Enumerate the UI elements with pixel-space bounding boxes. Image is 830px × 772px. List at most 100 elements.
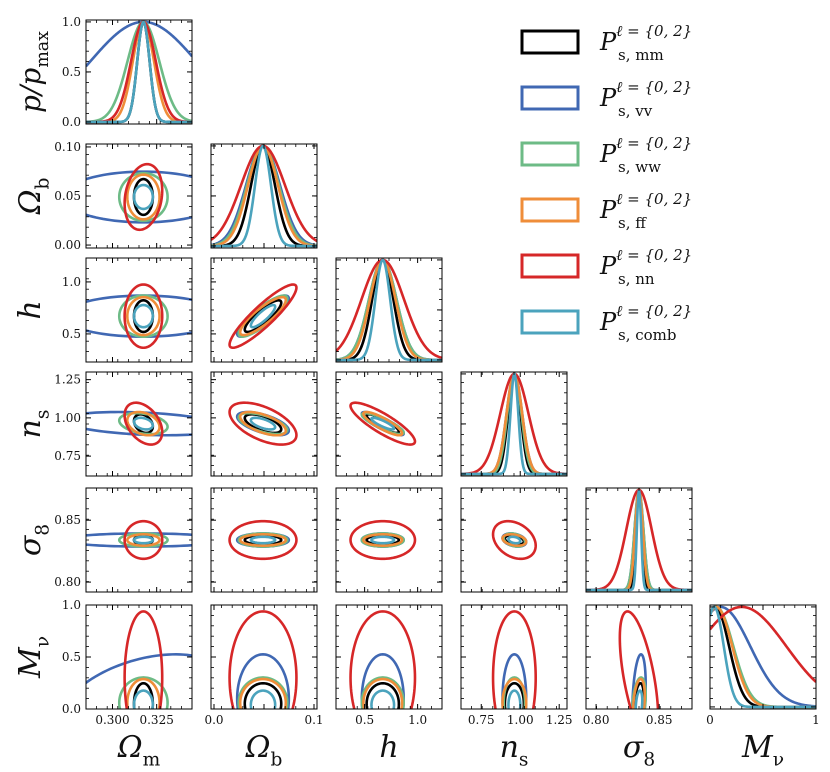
panel-frame	[460, 487, 568, 593]
panel-frame	[460, 604, 568, 710]
panel-ns-Om: 0.75 1.00 1.25	[54, 371, 193, 477]
ticks	[336, 372, 442, 476]
contour-Ps,ff	[238, 410, 288, 437]
y-tick-label: 1.0	[62, 275, 81, 289]
posterior-1d-Ps,ff	[461, 372, 567, 476]
contour-Ps,ww	[237, 676, 289, 709]
panel-content	[349, 519, 417, 561]
x-axis-label-Mnu: Mν	[741, 730, 784, 770]
panel-frame	[85, 143, 193, 249]
contour-Ps,ff	[238, 677, 288, 709]
legend: Pℓ = {0, 2} s, mm Pℓ = {0, 2} s, vv Pℓ = {0,…	[520, 22, 692, 344]
contour-Ps,vv	[86, 532, 192, 548]
legend-label: Pℓ = {0, 2} s, ff	[599, 190, 692, 232]
legend-item-Ps,mm: Pℓ = {0, 2} s, mm	[520, 22, 692, 64]
posterior-1d-Ps,ww	[211, 144, 317, 247]
contour-Ps,comb	[132, 303, 155, 329]
contour-Ps,comb	[634, 689, 644, 709]
contour-Ps,comb	[132, 183, 155, 211]
panel-content	[86, 519, 192, 561]
contour-Ps,nn	[123, 519, 164, 561]
contour-Ps,ff	[501, 533, 528, 547]
panel-Om-Om: 0.0 0.5 1.0	[62, 15, 193, 129]
posterior-1d-Ps,ff	[211, 144, 317, 248]
contour-Ps,ff	[362, 677, 404, 709]
panel-ns-ns	[460, 371, 568, 477]
contour-Ps,nn	[491, 610, 538, 709]
y-tick-label: 0.05	[54, 189, 81, 203]
x-axis-label-s8: σ8	[623, 730, 655, 770]
y-axis-label-s8: σ8	[13, 524, 53, 556]
legend-swatch	[520, 85, 580, 111]
legend-item-Ps,ww: Pℓ = {0, 2} s, ww	[520, 134, 692, 176]
panel-content	[228, 519, 298, 561]
panel-Mnu-h: 0.5 1.0	[335, 604, 443, 727]
x-axis-label-Ob: Ωb	[245, 730, 283, 770]
posterior-1d-Ps,nn	[461, 372, 567, 476]
contour-Ps,comb	[507, 689, 522, 709]
ticks	[211, 144, 317, 248]
posterior-1d-Ps,comb	[211, 144, 317, 248]
contour-Ps,vv	[86, 294, 192, 338]
posterior-1d-Ps,comb	[336, 258, 442, 362]
panel-frame	[335, 487, 443, 593]
posterior-1d-Ps,vv	[710, 605, 816, 708]
posterior-1d-Ps,ww	[461, 372, 567, 476]
x-tick-label: 0.325	[139, 713, 173, 727]
panel-h-Om: 0.5 1.0	[62, 257, 193, 363]
panel-frame	[85, 487, 193, 593]
posterior-1d-Ps,comb	[586, 489, 692, 592]
posterior-1d-Ps,mm	[461, 372, 567, 476]
ticks	[86, 604, 192, 710]
panel-ns-Ob	[210, 371, 318, 477]
corner-panels: 0.00.51.00.000.050.100.51.00.751.001.250…	[13, 15, 820, 770]
legend-swatch	[520, 253, 580, 279]
x-tick-label: 1.0	[408, 713, 427, 727]
y-tick-label: 0.0	[62, 115, 81, 129]
panel-s8-ns	[460, 487, 568, 593]
x-axis-label-ns: ns	[500, 730, 529, 770]
contour-Ps,ff	[125, 173, 161, 221]
contour-Ps,ww	[117, 676, 169, 709]
contour-Ps,nn	[618, 610, 660, 709]
contour-Ps,ww	[117, 294, 169, 338]
x-tick-label: 1.25	[546, 713, 573, 727]
ticks	[86, 488, 192, 592]
y-axis-label-ns: ns	[13, 410, 53, 439]
panel-content	[228, 401, 298, 446]
panel-content	[86, 401, 192, 446]
contour-Ps,mm	[243, 413, 283, 435]
legend-label: Pℓ = {0, 2} s, comb	[599, 302, 692, 344]
contour-Ps,nn	[228, 283, 298, 350]
y-axis-label-h: h	[13, 300, 48, 319]
y-tick-label: 1.25	[54, 373, 81, 387]
panel-frame	[210, 604, 318, 710]
ticks	[211, 488, 317, 592]
panel-content	[228, 283, 298, 350]
x-axis-label-Om: Ωm	[117, 730, 161, 770]
posterior-1d-Ps,nn	[710, 605, 816, 683]
legend-swatch	[520, 29, 580, 55]
legend-item-Ps,nn: Pℓ = {0, 2} s, nn	[520, 246, 692, 288]
y-tick-label: 0.0	[62, 702, 81, 716]
panel-frame	[210, 487, 318, 593]
ticks	[86, 372, 192, 476]
contour-Ps,mm	[243, 299, 283, 334]
contour-Ps,ff	[362, 533, 404, 547]
legend-label: Pℓ = {0, 2} s, mm	[599, 22, 692, 64]
y-axis-label-diag: p/pmax	[14, 31, 53, 113]
y-tick-label: 0.85	[54, 513, 81, 527]
legend-label: Pℓ = {0, 2} s, vv	[599, 78, 692, 120]
ticks	[586, 488, 692, 592]
contour-Ps,ff	[125, 295, 161, 337]
y-tick-label: 0.10	[54, 140, 81, 154]
panel-content	[710, 605, 816, 709]
contour-Ps,ff	[362, 410, 404, 437]
contour-Ps,vv	[631, 653, 648, 709]
panel-content	[586, 488, 692, 592]
contour-Ps,vv	[86, 653, 192, 685]
y-tick-label: 0.5	[62, 327, 81, 341]
panel-frame	[210, 143, 318, 249]
